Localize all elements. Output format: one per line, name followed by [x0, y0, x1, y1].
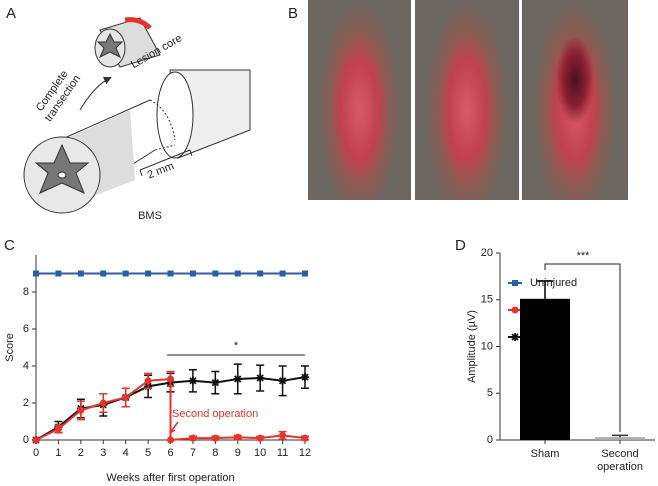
x-tick-label: 12	[299, 447, 311, 459]
error-bar	[612, 434, 628, 438]
marker	[212, 270, 219, 277]
y-tick-label: 20	[481, 247, 493, 259]
x-tick-label: 4	[123, 447, 129, 459]
marker	[301, 373, 309, 382]
x-tick-label: 5	[145, 447, 151, 459]
panel-label: D	[455, 237, 466, 254]
x-tick-label: 11	[277, 447, 288, 459]
legend-swatch	[511, 306, 519, 314]
x-tick-label: 2	[78, 447, 84, 459]
marker	[233, 374, 242, 383]
x-tick-label: 6	[167, 447, 173, 459]
y-axis-label: Amplitude (µV)	[466, 310, 478, 383]
marker	[167, 270, 174, 277]
y-axis-label: Score	[4, 333, 16, 362]
annotation-arrow	[169, 421, 179, 434]
y-tick-label: 0	[23, 434, 29, 446]
series-line	[35, 377, 306, 442]
marker	[279, 270, 286, 277]
marker	[301, 434, 309, 442]
panel-label: B	[288, 5, 298, 22]
legend-swatch	[511, 333, 519, 341]
photo	[308, 0, 411, 200]
marker	[256, 374, 265, 383]
annotation: ***	[577, 250, 591, 262]
marker	[279, 431, 287, 439]
diagram-caption: BMS	[138, 210, 162, 222]
x-tick-label: 7	[190, 447, 196, 459]
x-tick-label: 0	[33, 447, 39, 459]
marker	[54, 425, 62, 433]
marker	[33, 270, 39, 277]
x-tick-label: Second operation	[597, 448, 643, 473]
y-tick-label: 10	[481, 340, 493, 352]
y-tick-label: 6	[23, 323, 29, 335]
x-tick-label: Sham	[530, 448, 560, 460]
marker	[167, 375, 174, 383]
annotation: *	[234, 340, 239, 352]
marker	[278, 376, 287, 385]
marker	[77, 406, 85, 414]
annotation: Second operation	[172, 408, 258, 420]
x-tick-label: 10	[254, 447, 266, 459]
marker	[55, 270, 62, 277]
x-tick-label: 3	[100, 447, 106, 459]
marker	[32, 436, 40, 444]
y-tick-label: 0	[487, 434, 493, 446]
y-tick-label: 8	[23, 286, 29, 298]
marker	[211, 434, 219, 442]
marker	[302, 270, 308, 277]
marker	[77, 270, 84, 277]
x-tick-label: 9	[235, 447, 241, 459]
marker	[122, 393, 130, 401]
y-tick-label: 15	[481, 294, 493, 306]
marker	[144, 377, 152, 385]
diagram-label: 2 mm	[146, 160, 176, 181]
significance-bracket	[544, 263, 621, 432]
marker	[211, 378, 220, 387]
marker	[189, 434, 197, 442]
marker	[122, 270, 129, 277]
panel-label: C	[4, 237, 15, 254]
x-axis-label: Weeks after first operation	[106, 472, 234, 484]
legend-label: Uninjured	[530, 277, 577, 289]
marker	[189, 270, 196, 277]
bar	[595, 437, 645, 440]
error-bar	[537, 280, 553, 299]
x-tick-label: 8	[212, 447, 218, 459]
marker	[188, 376, 197, 385]
legend-swatch	[512, 280, 518, 286]
x-tick-label: 1	[55, 447, 61, 459]
marker	[167, 436, 174, 444]
marker	[256, 434, 264, 442]
photo	[522, 0, 628, 200]
panel-label: A	[6, 5, 16, 22]
diagram	[23, 17, 251, 214]
marker	[234, 433, 242, 441]
y-tick-label: 4	[23, 360, 29, 372]
bar	[520, 298, 570, 440]
photo	[415, 0, 519, 200]
y-tick-label: 2	[23, 397, 29, 409]
y-tick-label: 5	[487, 387, 493, 399]
marker	[234, 270, 241, 277]
marker	[257, 270, 264, 277]
marker	[99, 399, 107, 407]
marker	[100, 270, 107, 277]
marker	[145, 270, 152, 277]
